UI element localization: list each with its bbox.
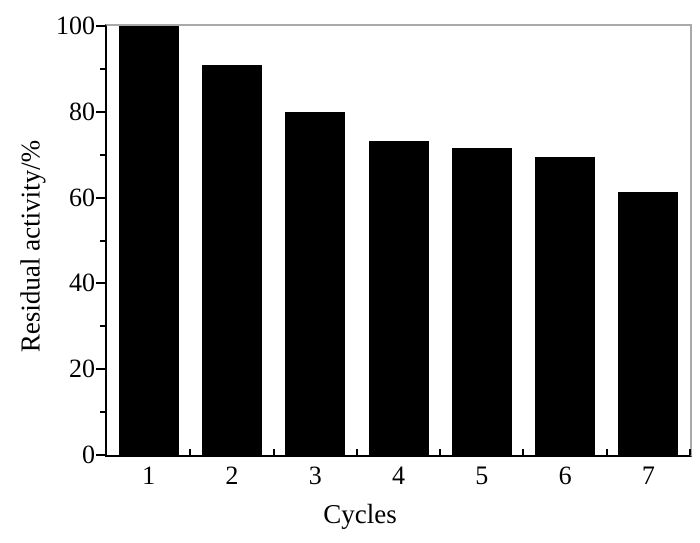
y-axis-major-tick bbox=[96, 454, 105, 456]
x-axis-tick-label: 7 bbox=[641, 461, 655, 490]
y-axis-minor-tick bbox=[100, 325, 105, 328]
bar-cycle-4 bbox=[368, 140, 429, 455]
x-axis-tick-label: 6 bbox=[558, 461, 572, 490]
y-axis-tick-label: 40 bbox=[69, 268, 95, 298]
y-axis-minor-tick bbox=[100, 153, 105, 156]
y-axis-tick-label: 100 bbox=[56, 11, 95, 40]
bar-cycle-6 bbox=[535, 156, 596, 455]
x-axis-tick bbox=[272, 449, 275, 455]
bar-cycle-2 bbox=[201, 64, 262, 455]
x-axis-tick-label: 2 bbox=[225, 461, 239, 490]
x-axis-tick-label: 4 bbox=[391, 461, 405, 490]
y-axis-tick-label: 80 bbox=[69, 96, 95, 126]
y-axis-minor-tick bbox=[100, 67, 105, 70]
y-axis-tick-label: 20 bbox=[69, 354, 95, 384]
plot-area: 0 20 40 60 80 100 1 2 3 4 5 6 7 bbox=[56, 13, 692, 489]
x-axis-tick bbox=[189, 449, 192, 455]
y-axis-minor-tick bbox=[100, 411, 105, 414]
x-axis-tick bbox=[605, 449, 608, 455]
x-axis-tick-label: 1 bbox=[142, 461, 156, 490]
x-axis-tick bbox=[355, 449, 358, 455]
y-axis-major-tick bbox=[96, 110, 105, 113]
x-axis-title: Cycles bbox=[323, 499, 397, 529]
bar-cycle-3 bbox=[285, 111, 346, 455]
y-axis-major-tick bbox=[96, 25, 105, 27]
bar-cycle-5 bbox=[451, 148, 512, 455]
x-axis-tick-label: 3 bbox=[308, 461, 322, 490]
bar-cycle-1 bbox=[118, 26, 179, 455]
x-axis-tick-label: 5 bbox=[475, 461, 489, 490]
x-axis-tick bbox=[689, 449, 691, 455]
y-axis-tick-label: 60 bbox=[69, 182, 95, 212]
y-axis-title: Residual activity/% bbox=[15, 139, 46, 353]
y-axis-tick-label: 0 bbox=[82, 440, 95, 469]
y-axis-major-tick bbox=[96, 196, 105, 199]
x-axis-tick bbox=[522, 449, 525, 455]
y-axis-major-tick bbox=[96, 368, 105, 371]
x-axis-tick bbox=[439, 449, 442, 455]
bar-cycle-7 bbox=[618, 192, 679, 455]
y-axis-minor-tick bbox=[100, 239, 105, 242]
y-axis-major-tick bbox=[96, 282, 105, 285]
